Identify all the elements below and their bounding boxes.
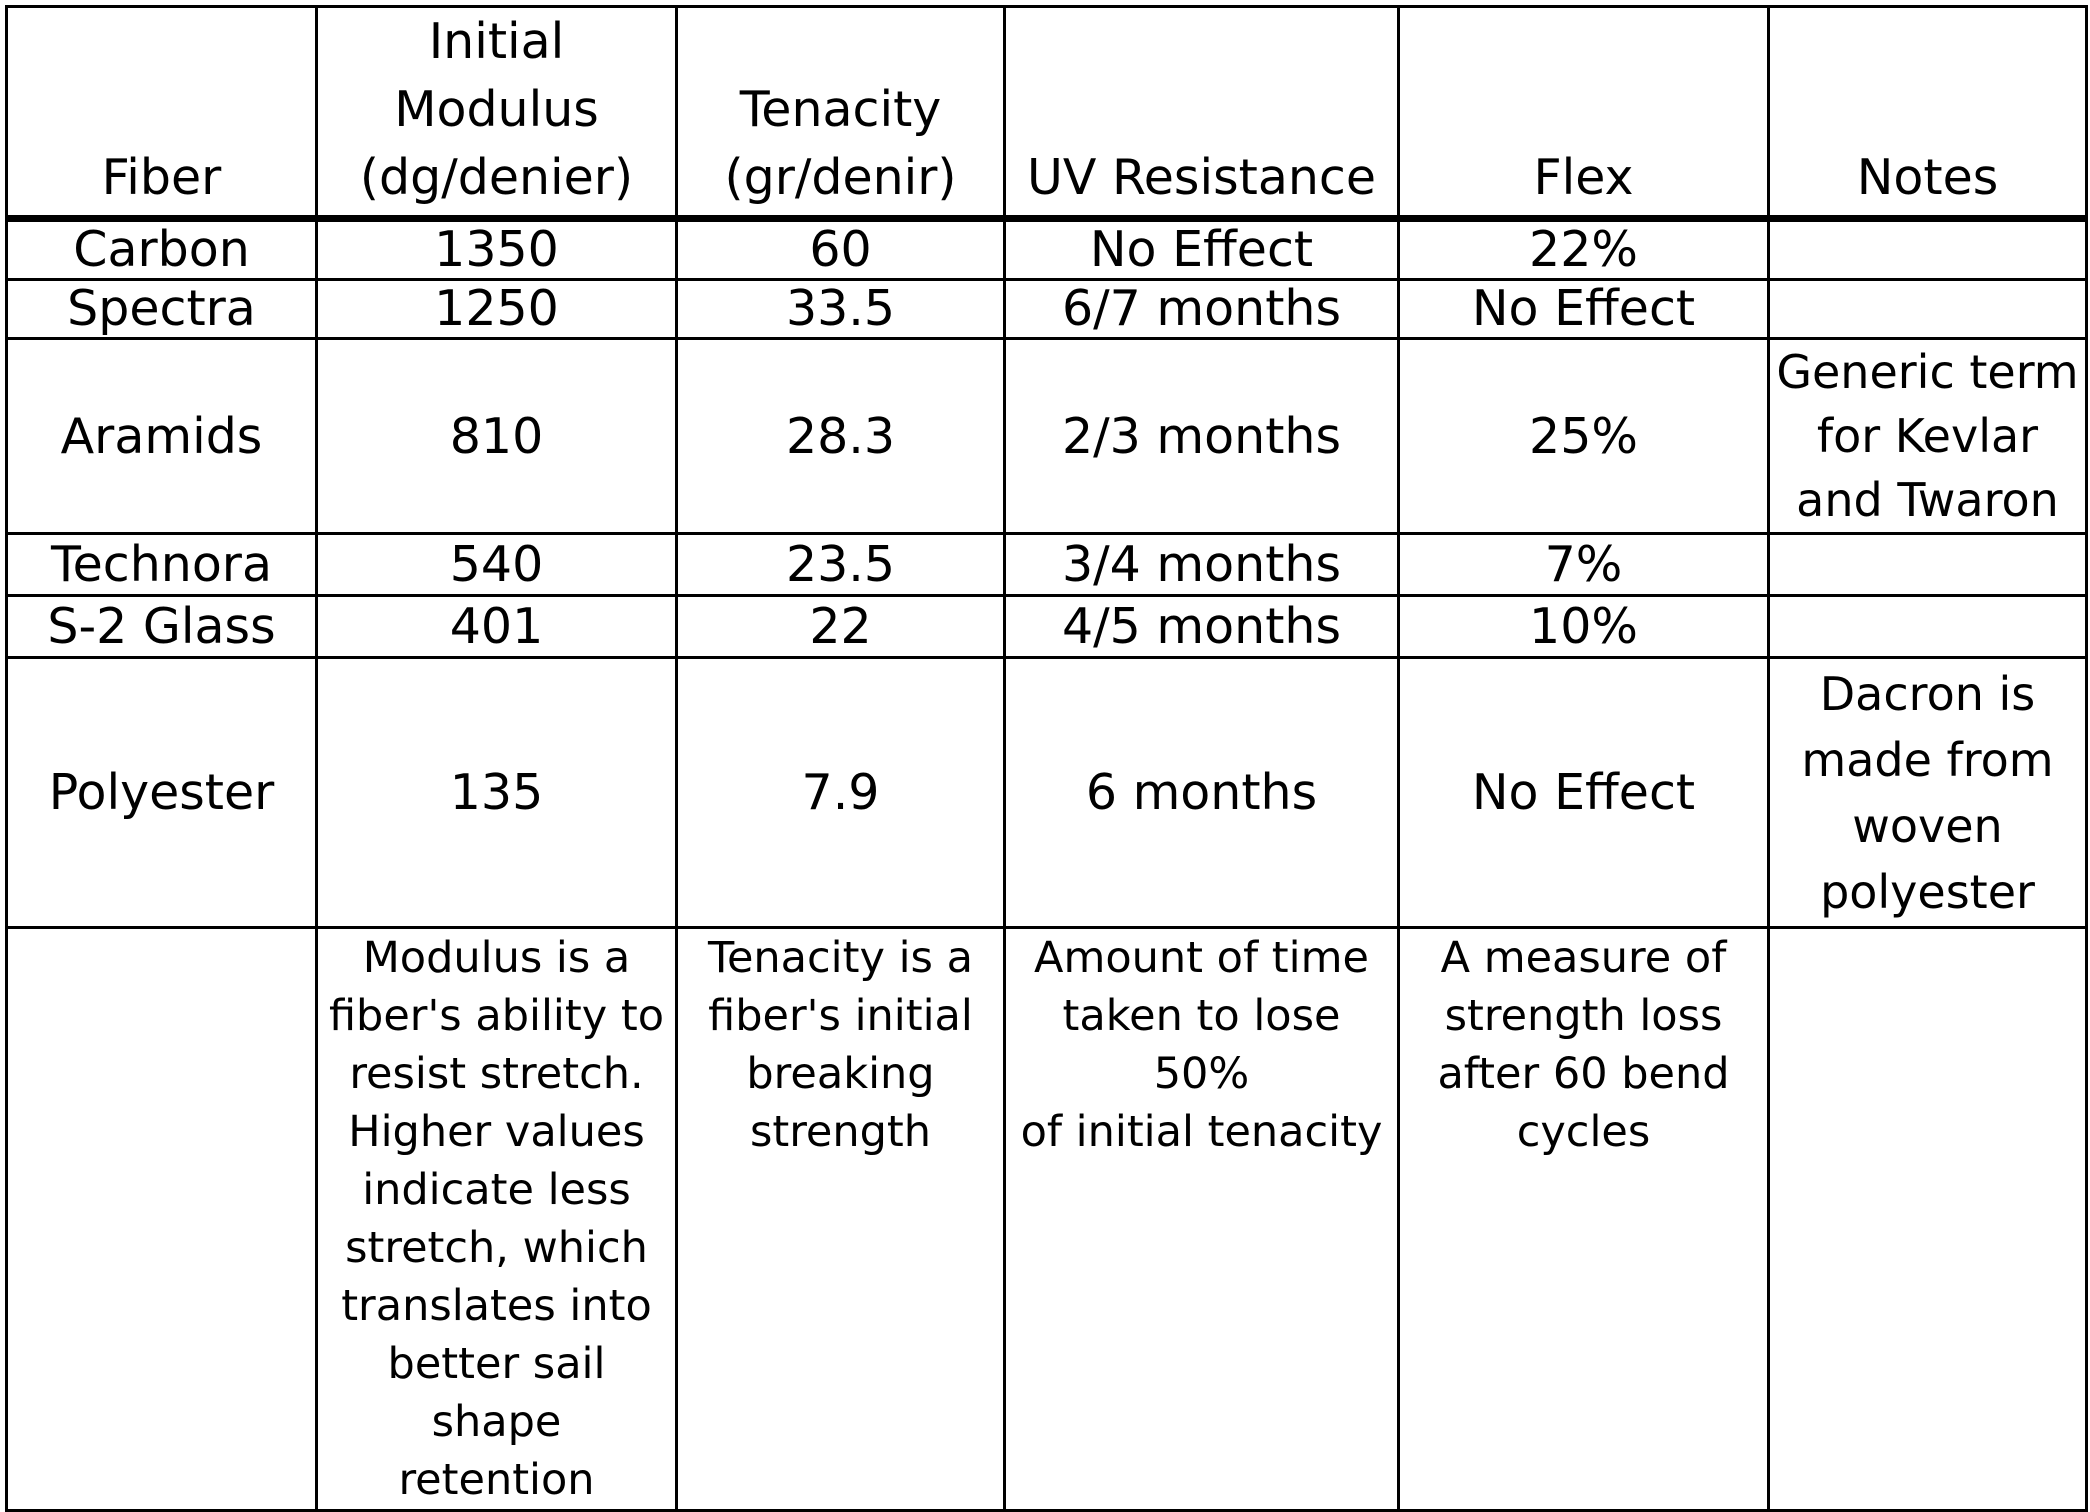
definitions-row: Modulus is a fiber's ability to resist s…: [5, 926, 2088, 1512]
cell-tenacity: 22: [675, 594, 1006, 659]
cell-tenacity: 23.5: [675, 532, 1006, 597]
cell-notes: [1767, 594, 2088, 659]
cell-notes: [1767, 532, 2088, 597]
cell-tenacity: 28.3: [675, 337, 1006, 535]
cell-tenacity: 33.5: [675, 278, 1006, 340]
cell-notes: [1767, 278, 2088, 340]
cell-fiber: Aramids: [5, 337, 318, 535]
definition-uv-resistance: Amount of time taken to lose 50% of init…: [1003, 926, 1400, 1512]
cell-initial-modulus: 135: [315, 656, 678, 929]
cell-uv-resistance: 6/7 months: [1003, 278, 1400, 340]
cell-flex: No Effect: [1397, 278, 1770, 340]
cell-uv-resistance: No Effect: [1003, 217, 1400, 281]
cell-fiber: S-2 Glass: [5, 594, 318, 659]
header-fiber: Fiber: [5, 5, 318, 222]
cell-flex: 22%: [1397, 217, 1770, 281]
header-notes: Notes: [1767, 5, 2088, 222]
table-row-spectra: Spectra 1250 33.5 6/7 months No Effect: [5, 278, 2088, 340]
table-row-s2-glass: S-2 Glass 401 22 4/5 months 10%: [5, 594, 2088, 659]
cell-tenacity: 60: [675, 217, 1006, 281]
header-tenacity: Tenacity (gr/denir): [675, 5, 1006, 222]
definition-notes: [1767, 926, 2088, 1512]
cell-notes: Generic term for Kevlar and Twaron: [1767, 337, 2088, 535]
fiber-comparison-table: Fiber Initial Modulus (dg/denier) Tenaci…: [5, 5, 2088, 1512]
cell-fiber: Polyester: [5, 656, 318, 929]
cell-fiber: Spectra: [5, 278, 318, 340]
cell-notes: [1767, 217, 2088, 281]
cell-uv-resistance: 3/4 months: [1003, 532, 1400, 597]
definition-fiber: [5, 926, 318, 1512]
cell-tenacity: 7.9: [675, 656, 1006, 929]
header-uv-resistance: UV Resistance: [1003, 5, 1400, 222]
cell-initial-modulus: 1250: [315, 278, 678, 340]
header-flex: Flex: [1397, 5, 1770, 222]
table-row-carbon: Carbon 1350 60 No Effect 22%: [5, 217, 2088, 281]
table-row-aramids: Aramids 810 28.3 2/3 months 25% Generic …: [5, 337, 2088, 535]
cell-fiber: Technora: [5, 532, 318, 597]
header-row: Fiber Initial Modulus (dg/denier) Tenaci…: [5, 5, 2088, 222]
cell-initial-modulus: 1350: [315, 217, 678, 281]
definition-flex: A measure of strength loss after 60 bend…: [1397, 926, 1770, 1512]
cell-uv-resistance: 2/3 months: [1003, 337, 1400, 535]
cell-flex: 10%: [1397, 594, 1770, 659]
table-row-technora: Technora 540 23.5 3/4 months 7%: [5, 532, 2088, 597]
cell-uv-resistance: 6 months: [1003, 656, 1400, 929]
table-row-polyester: Polyester 135 7.9 6 months No Effect Dac…: [5, 656, 2088, 929]
cell-notes: Dacron is made from woven polyester: [1767, 656, 2088, 929]
cell-flex: 7%: [1397, 532, 1770, 597]
definition-modulus: Modulus is a fiber's ability to resist s…: [315, 926, 678, 1512]
cell-initial-modulus: 810: [315, 337, 678, 535]
cell-fiber: Carbon: [5, 217, 318, 281]
cell-initial-modulus: 401: [315, 594, 678, 659]
cell-flex: 25%: [1397, 337, 1770, 535]
cell-uv-resistance: 4/5 months: [1003, 594, 1400, 659]
cell-flex: No Effect: [1397, 656, 1770, 929]
cell-initial-modulus: 540: [315, 532, 678, 597]
header-initial-modulus: Initial Modulus (dg/denier): [315, 5, 678, 222]
definition-tenacity: Tenacity is a fiber's initial breaking s…: [675, 926, 1006, 1512]
